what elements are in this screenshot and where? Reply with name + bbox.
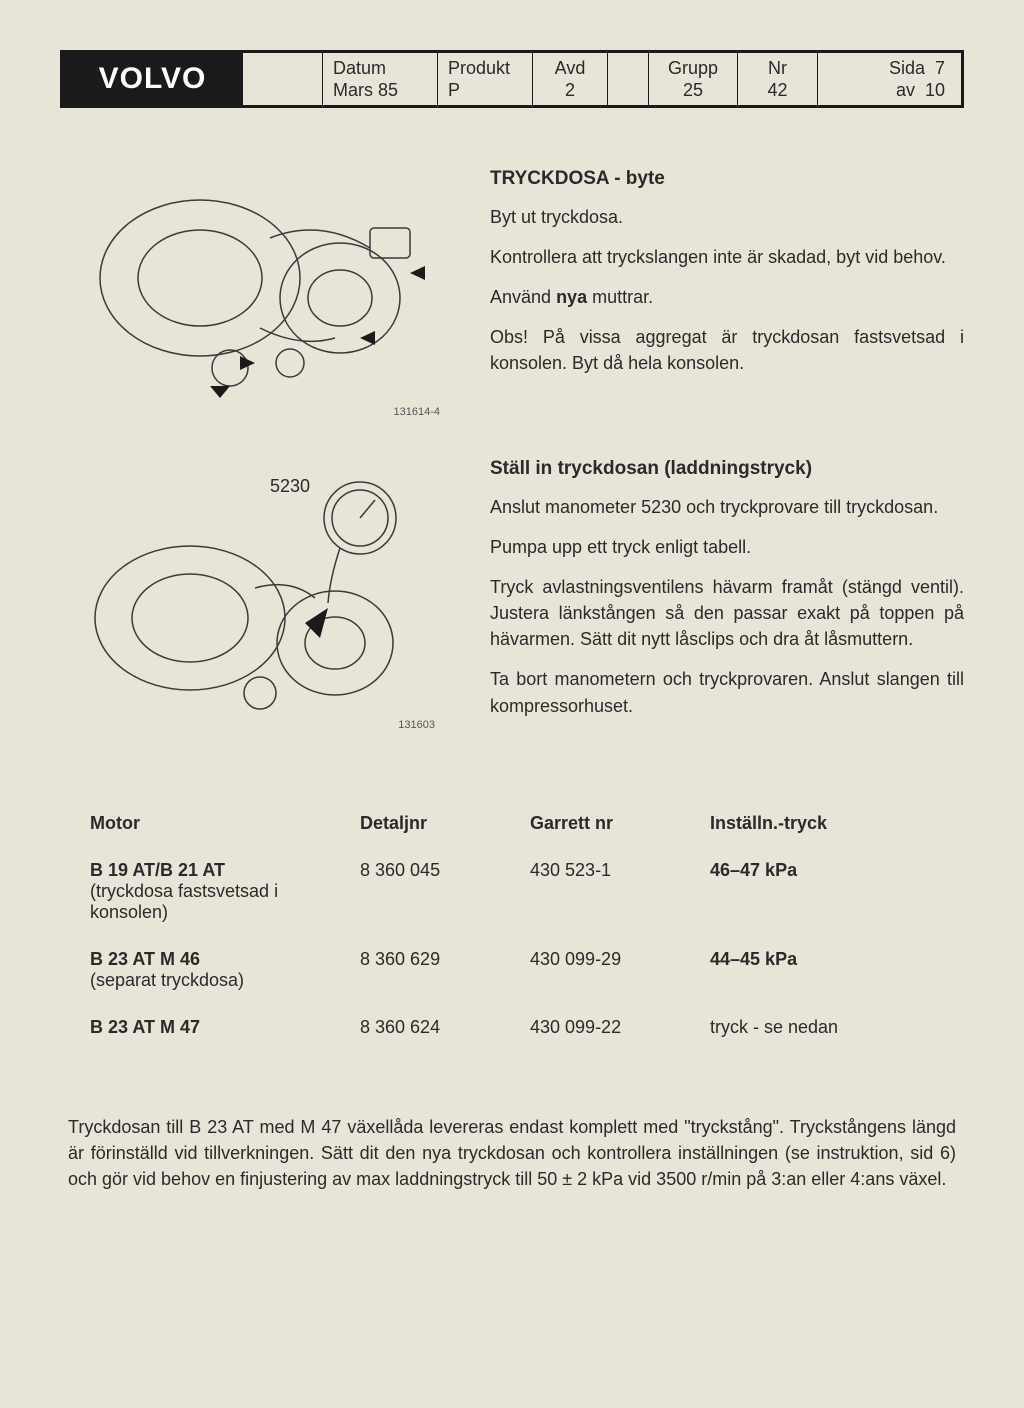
figure-1-number: 131614-4 bbox=[394, 406, 441, 418]
avd-label: Avd bbox=[543, 57, 597, 80]
header-avd: Avd 2 bbox=[533, 53, 608, 105]
header-gap bbox=[608, 53, 648, 105]
section-1-p2: Kontrollera att tryckslangen inte är ska… bbox=[490, 244, 964, 270]
section-1-text: TRYCKDOSA - byte Byt ut tryckdosa. Kontr… bbox=[490, 168, 964, 418]
td-motor: B 23 AT M 47 bbox=[90, 1017, 360, 1038]
p3a: Använd bbox=[490, 287, 556, 307]
td-motor: B 23 AT M 46(separat tryckdosa) bbox=[90, 949, 360, 991]
header-sida: Sida 7 av 10 bbox=[818, 53, 961, 105]
header-grupp: Grupp 25 bbox=[648, 53, 738, 105]
section-2-p2: Pumpa upp ett tryck enligt tabell. bbox=[490, 534, 964, 560]
avd-value: 2 bbox=[543, 79, 597, 102]
sida-label: Sida bbox=[889, 58, 925, 78]
table-row: B 23 AT M 478 360 624430 099-22tryck - s… bbox=[60, 1007, 964, 1054]
header-produkt: Produkt P bbox=[438, 53, 533, 105]
td-garrett: 430 099-29 bbox=[530, 949, 710, 991]
datum-label: Datum bbox=[333, 57, 427, 80]
produkt-label: Produkt bbox=[448, 57, 522, 80]
table-row: B 23 AT M 46(separat tryckdosa)8 360 629… bbox=[60, 939, 964, 1007]
section-1-p4: Obs! På vissa aggregat är tryckdosan fas… bbox=[490, 324, 964, 376]
grupp-value: 25 bbox=[659, 79, 727, 102]
figure-1: 131614-4 bbox=[60, 168, 460, 418]
p3c: muttrar. bbox=[587, 287, 653, 307]
section-2-p1: Anslut manometer 5230 och tryckprovare t… bbox=[490, 494, 964, 520]
td-detalj: 8 360 629 bbox=[360, 949, 530, 991]
sida-of-label: av bbox=[896, 80, 915, 100]
p3b: nya bbox=[556, 287, 587, 307]
table-header-row: Motor Detaljnr Garrett nr Inställn.-tryc… bbox=[60, 803, 964, 850]
td-detalj: 8 360 624 bbox=[360, 1017, 530, 1038]
td-detalj: 8 360 045 bbox=[360, 860, 530, 923]
th-detalj: Detaljnr bbox=[360, 813, 530, 834]
turbo-illustration-1 bbox=[60, 168, 460, 418]
section-1-p1: Byt ut tryckdosa. bbox=[490, 204, 964, 230]
td-install: tryck - se nedan bbox=[710, 1017, 964, 1038]
sida-page: 7 bbox=[935, 58, 945, 78]
grupp-label: Grupp bbox=[659, 57, 727, 80]
header-datum: Datum Mars 85 bbox=[323, 53, 438, 105]
section-1-title: TRYCKDOSA - byte bbox=[490, 168, 964, 190]
td-garrett: 430 099-22 bbox=[530, 1017, 710, 1038]
td-garrett: 430 523-1 bbox=[530, 860, 710, 923]
datum-value: Mars 85 bbox=[333, 79, 427, 102]
footer-paragraph: Tryckdosan till B 23 AT med M 47 växellå… bbox=[60, 1114, 964, 1192]
produkt-value: P bbox=[448, 79, 522, 102]
turbo-illustration-2 bbox=[60, 458, 460, 728]
nr-value: 42 bbox=[748, 79, 807, 102]
pressure-table: Motor Detaljnr Garrett nr Inställn.-tryc… bbox=[60, 803, 964, 1054]
figure-2-number: 131603 bbox=[398, 719, 435, 731]
th-garrett: Garrett nr bbox=[530, 813, 710, 834]
td-install: 44–45 kPa bbox=[710, 949, 964, 991]
sida-total: 10 bbox=[925, 80, 945, 100]
table-row: B 19 AT/B 21 AT(tryckdosa fastsvetsad i … bbox=[60, 850, 964, 939]
section-2-text: Ställ in tryckdosan (laddningstryck) Ans… bbox=[490, 458, 964, 733]
volvo-logo: VOLVO bbox=[63, 53, 243, 105]
section-2-p3: Tryck avlastningsventilens hävarm framåt… bbox=[490, 574, 964, 652]
gauge-label: 5230 bbox=[270, 476, 310, 497]
th-motor: Motor bbox=[90, 813, 360, 834]
header-nr: Nr 42 bbox=[738, 53, 818, 105]
figure-2: 5230 131603 bbox=[60, 458, 460, 733]
section-stall-in: 5230 131603 Ställ in tryckdosan (laddnin… bbox=[60, 458, 964, 733]
section-tryckdosa-byte: 131614-4 TRYCKDOSA - byte Byt ut tryckdo… bbox=[60, 168, 964, 418]
td-install: 46–47 kPa bbox=[710, 860, 964, 923]
section-1-p3: Använd nya muttrar. bbox=[490, 284, 964, 310]
header-spacer bbox=[243, 53, 323, 105]
td-motor: B 19 AT/B 21 AT(tryckdosa fastsvetsad i … bbox=[90, 860, 360, 923]
section-2-title: Ställ in tryckdosan (laddningstryck) bbox=[490, 458, 964, 480]
th-install: Inställn.-tryck bbox=[710, 813, 964, 834]
section-2-p4: Ta bort manometern och tryckprovaren. An… bbox=[490, 666, 964, 718]
document-header: VOLVO Datum Mars 85 Produkt P Avd 2 Grup… bbox=[60, 50, 964, 108]
nr-label: Nr bbox=[748, 57, 807, 80]
